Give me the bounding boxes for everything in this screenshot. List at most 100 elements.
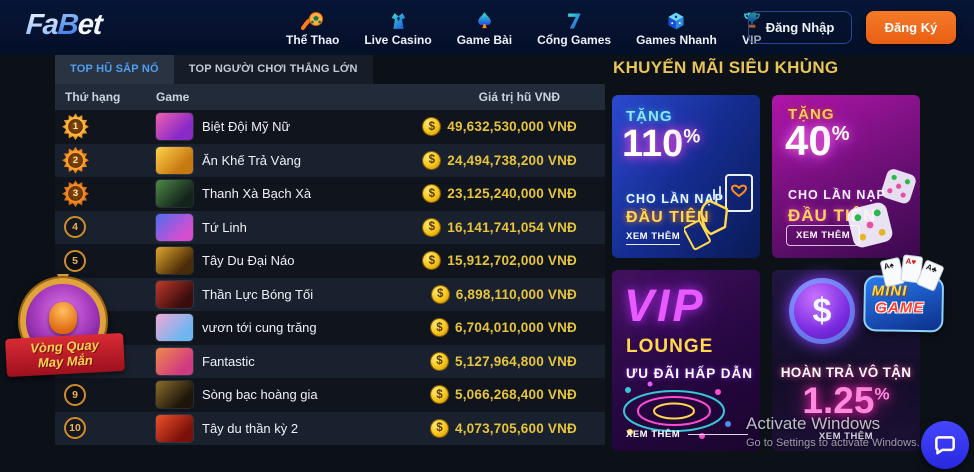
coin-icon: $ [431, 419, 448, 437]
dice-pair-icon [840, 163, 920, 258]
game-name: Sòng bạc hoàng gia [202, 387, 318, 403]
table-row[interactable]: 10 Tây du thần kỳ 2 $4,073,705,600 VNĐ [55, 411, 605, 445]
jackpot-value: 15,912,702,000 VNĐ [447, 253, 577, 269]
jackpot-value: 16,141,741,054 VNĐ [447, 219, 577, 235]
login-button[interactable]: Đăng Nhập [748, 11, 852, 44]
game-name: Tây Du Đại Náo [202, 253, 295, 269]
promos-heading: KHUYẾN MÃI SIÊU KHỦNG [613, 58, 839, 77]
game-thumbnail [156, 381, 193, 409]
coin-icon: $ [431, 386, 448, 404]
badge-mini-label: MINI [871, 282, 908, 300]
table-row[interactable]: 1 Biệt Đội Mỹ Nữ $49,632,530,000 VNĐ [55, 110, 605, 144]
promo-percent: 1.25% [802, 380, 890, 421]
nav-item-game-bai[interactable]: Game Bài [457, 9, 512, 47]
column-game: Game [156, 90, 190, 104]
game-thumbnail [156, 414, 193, 442]
table-row[interactable]: 9 Sòng bạc hoàng gia $5,066,268,400 VNĐ [55, 378, 605, 412]
coin-icon: $ [423, 252, 441, 270]
lucky-wheel-widget[interactable]: Vòng Quay May Mắn [5, 274, 125, 394]
jackpot-table: 1 Biệt Đội Mỹ Nữ $49,632,530,000 VNĐ 2 Ă… [55, 110, 605, 445]
nav-label: Cổng Games [537, 32, 612, 47]
rank-badge: 9 [64, 383, 86, 406]
promo-tang-label: TẶNG [626, 108, 673, 125]
coin-icon: $ [423, 151, 441, 169]
dealer-icon [389, 9, 408, 31]
coin-icon: $ [423, 118, 441, 136]
table-row[interactable]: 5 Tây Du Đại Náo $15,912,702,000 VNĐ [55, 244, 605, 278]
game-name: Thần Lực Bóng Tối [202, 286, 314, 302]
jackpot-value: 6,704,010,000 VNĐ [455, 320, 577, 336]
column-rank: Thứ hạng [65, 90, 121, 104]
nav-item-the-thao[interactable]: Thể Thao [286, 9, 339, 47]
jackpot-value: 5,127,964,800 VNĐ [455, 353, 577, 369]
rank-badge: 5 [64, 249, 86, 272]
jackpot-value: 6,898,110,000 VNĐ [455, 286, 577, 302]
game-thumbnail [156, 113, 193, 141]
xem-them-link[interactable]: XEM THÊM [818, 431, 874, 442]
table-row[interactable]: 6 Thần Lực Bóng Tối $6,898,110,000 VNĐ [55, 277, 605, 311]
xem-them-button[interactable]: XEM THÊM [786, 225, 861, 246]
column-value: Giá trị hũ VNĐ [478, 90, 560, 104]
vip-title: VIP [624, 280, 706, 331]
brand-logo[interactable]: FaBet [24, 9, 103, 41]
game-name: Tứ Linh [202, 219, 247, 235]
promo-card-vip-lounge[interactable]: VIP LOUNGE ƯU ĐÃI HẤP DẪN XEM THÊM [612, 270, 760, 451]
promo-line1: HOÀN TRẢ VÔ TẬN [780, 365, 912, 380]
table-row[interactable]: 7 vươn tới cung trăng $6,704,010,000 VNĐ [55, 311, 605, 345]
game-name: Thanh Xà Bạch Xà [202, 186, 312, 202]
promo-line4: ĐẦU TIÊN [626, 209, 710, 226]
chat-bubble-icon [935, 436, 955, 455]
coin-icon: $ [423, 185, 441, 203]
wheel-knob-icon [49, 302, 77, 334]
register-button[interactable]: Đăng Ký [866, 11, 956, 44]
table-row[interactable]: 4 Tứ Linh $16,141,741,054 VNĐ [55, 210, 605, 244]
xem-them-link[interactable]: XEM THÊM [626, 429, 748, 440]
wheel-ribbon: Vòng Quay May Mắn [5, 332, 125, 378]
xem-them-link[interactable]: XEM THÊM [626, 231, 681, 245]
coin-icon: $ [431, 319, 448, 337]
game-thumbnail [156, 180, 193, 208]
coin-icon: $ [431, 285, 449, 303]
nav-label: Game Bài [456, 32, 513, 47]
leaderboard-tabs: TOP HŨ SẮP NỔ TOP NGƯỜI CHƠI THẮNG LỚN [55, 55, 373, 84]
table-row[interactable]: 3 Thanh Xà Bạch Xà $23,125,240,000 VNĐ [55, 177, 605, 211]
nav-item-games-nhanh[interactable]: Games Nhanh [636, 9, 717, 47]
seven-icon [564, 9, 584, 31]
jackpot-value: 24,494,738,200 VNĐ [447, 152, 577, 168]
game-name: Tây du thần kỳ 2 [202, 420, 299, 436]
tab-top-nguoi-choi-thang-lon[interactable]: TOP NGƯỜI CHƠI THẮNG LỚN [173, 55, 373, 84]
game-name: Ăn Khế Trả Vàng [202, 152, 302, 168]
game-thumbnail [156, 213, 193, 241]
rank-badge: 10 [64, 417, 86, 440]
live-chat-button[interactable] [921, 421, 969, 469]
promo-card-110-percent[interactable]: TẶNG 110% CHO LẦN NẠP ĐẦU TIÊN XEM THÊM [612, 95, 760, 258]
coin-icon: $ [431, 352, 448, 370]
game-name: vươn tới cung trăng [202, 320, 317, 336]
jackpot-value: 49,632,530,000 VNĐ [447, 119, 577, 135]
rank-badge: 4 [64, 216, 86, 239]
nav-label: Thể Thao [286, 32, 340, 47]
promo-line3: CHO LẦN NẠP [788, 188, 886, 202]
nav-item-cong-games[interactable]: Cổng Games [537, 9, 611, 47]
jackpot-value: 23,125,240,000 VNĐ [447, 186, 577, 202]
rank-badge: 2 [62, 146, 89, 174]
table-row[interactable]: 2 Ăn Khế Trả Vàng $24,494,738,200 VNĐ [55, 143, 605, 177]
game-thumbnail [156, 280, 193, 308]
game-thumbnail [156, 314, 193, 342]
cta-line-rule [688, 434, 748, 435]
nav-item-live-casino[interactable]: Live Casino [364, 9, 432, 47]
logo-text: Fa [24, 9, 59, 41]
table-header: Thứ hạng Game Giá trị hũ VNĐ [55, 84, 605, 110]
promo-card-mini-game[interactable]: $ A♠ A♥ A♣ MINI GAME HOÀN TRẢ VÔ TẬN 1.2… [772, 254, 945, 451]
mini-game-badge: A♠ A♥ A♣ MINI GAME [855, 254, 958, 344]
table-row[interactable]: 8 Fantastic $5,127,964,800 VNĐ [55, 344, 605, 378]
promo-percent: 40% [785, 117, 850, 164]
promo-card-40-percent[interactable]: TẶNG 40% CHO LẦN NẠP ĐẦU TIÊN XEM THÊM [772, 95, 920, 258]
game-thumbnail [156, 247, 193, 275]
jackpot-value: 5,066,268,400 VNĐ [455, 387, 577, 403]
game-name: Biệt Đội Mỹ Nữ [202, 119, 291, 135]
tab-top-hu-sap-no[interactable]: TOP HŨ SẮP NỔ [55, 55, 174, 84]
rank-badge: 3 [62, 180, 89, 208]
jackpot-value: 4,073,705,600 VNĐ [455, 420, 577, 436]
